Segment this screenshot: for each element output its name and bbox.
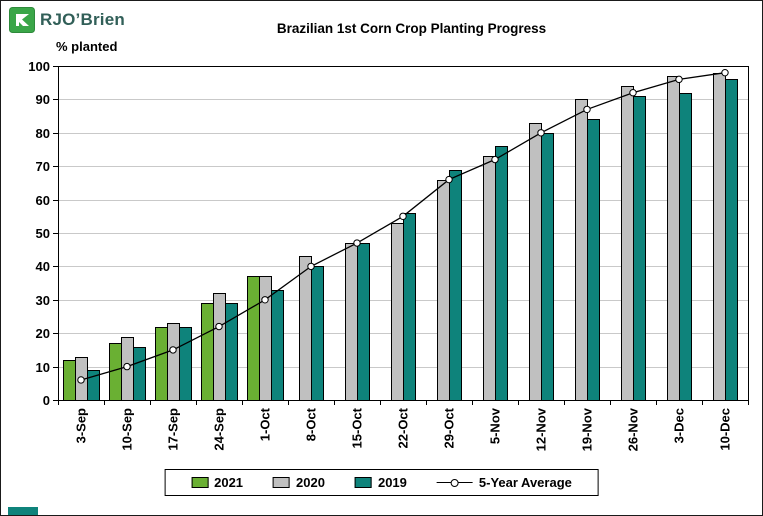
bar-2020 xyxy=(345,243,358,401)
bar-2021 xyxy=(201,303,214,401)
bar-2019 xyxy=(271,290,284,401)
rjo-brien-logo: RJO’Brien xyxy=(9,7,125,33)
average-line-marker xyxy=(261,296,269,304)
bar-2019 xyxy=(679,93,692,401)
y-tick-label: 0 xyxy=(43,393,50,408)
average-line-marker xyxy=(77,376,85,384)
bar-2020 xyxy=(437,180,450,401)
bar-2019 xyxy=(633,96,646,401)
bar-2021 xyxy=(109,343,122,401)
x-tick-label: 29-Oct xyxy=(442,407,457,448)
x-tick-label: 15-Oct xyxy=(350,407,365,448)
average-line-marker xyxy=(169,346,177,354)
x-tick-label: 17-Sep xyxy=(166,408,181,451)
bar-2020 xyxy=(529,123,542,401)
x-tick-label: 24-Sep xyxy=(212,408,227,451)
bar-2019 xyxy=(403,213,416,401)
bar-2019 xyxy=(311,266,324,401)
y-tick-label: 80 xyxy=(36,126,50,141)
rjo-brien-logo-icon xyxy=(9,7,35,33)
bar-2019 xyxy=(541,133,554,401)
bar-2021 xyxy=(155,327,168,401)
average-line-marker xyxy=(123,362,131,371)
legend-item-2020: 2020 xyxy=(273,475,325,490)
x-tick-label: 10-Sep xyxy=(120,408,135,451)
average-line-marker xyxy=(675,75,683,84)
x-tick-label: 19-Nov xyxy=(580,407,595,451)
legend: 2021 2020 2019 5-Year Average xyxy=(164,469,599,496)
legend-swatch xyxy=(273,477,291,488)
legend-swatch xyxy=(354,477,372,488)
bar-2019 xyxy=(357,243,370,401)
bar-2020 xyxy=(575,99,588,401)
y-tick-label: 30 xyxy=(36,293,50,308)
bar-2020 xyxy=(391,223,404,401)
y-tick-label: 20 xyxy=(36,326,50,341)
average-line-marker xyxy=(491,155,499,164)
legend-line-marker xyxy=(436,478,473,488)
y-axis-label: % planted xyxy=(56,39,118,54)
x-tick-label: 12-Nov xyxy=(534,407,549,451)
legend-marker-dot xyxy=(450,478,459,487)
legend-item-5-year-average: 5-Year Average xyxy=(436,475,572,490)
bar-2019 xyxy=(725,79,738,401)
bar-2021 xyxy=(247,276,260,401)
footer-accent-bar xyxy=(8,507,38,515)
bar-2020 xyxy=(621,86,634,401)
bar-2020 xyxy=(167,323,180,401)
bar-2020 xyxy=(299,256,312,401)
bar-2019 xyxy=(133,347,146,401)
legend-label: 5-Year Average xyxy=(478,475,572,490)
bar-2019 xyxy=(179,327,192,401)
x-tick-label: 3-Sep xyxy=(74,408,89,443)
y-tick-label: 50 xyxy=(36,226,50,241)
legend-label: 2020 xyxy=(296,475,325,490)
bar-2020 xyxy=(213,293,226,401)
average-line-marker xyxy=(399,212,407,221)
legend-item-2019: 2019 xyxy=(354,475,407,490)
bar-2020 xyxy=(667,76,680,401)
bar-2020 xyxy=(483,156,496,401)
y-tick-label: 70 xyxy=(36,159,50,174)
bar-2020 xyxy=(713,73,726,401)
x-tick-label: 1-Oct xyxy=(258,407,273,441)
x-tick-label: 10-Dec xyxy=(718,408,733,451)
y-tick-label: 90 xyxy=(36,92,50,107)
x-tick-label: 22-Oct xyxy=(396,407,411,448)
average-line-marker xyxy=(353,239,361,247)
bar-2021 xyxy=(63,360,76,401)
bar-2019 xyxy=(449,170,462,401)
x-tick-label: 3-Dec xyxy=(672,408,687,443)
chart-title: Brazilian 1st Corn Crop Planting Progres… xyxy=(276,21,547,36)
average-line-marker xyxy=(721,68,729,77)
legend-item-2021: 2021 xyxy=(191,475,243,490)
average-line-marker xyxy=(629,89,637,97)
legend-swatch xyxy=(191,477,209,488)
y-tick-label: 10 xyxy=(36,360,50,375)
average-line-marker xyxy=(215,322,223,331)
average-line-marker xyxy=(537,129,545,137)
x-tick-label: 26-Nov xyxy=(626,407,641,451)
y-tick-label: 100 xyxy=(28,59,50,74)
legend-label: 2019 xyxy=(377,475,407,490)
logo-text: RJO’Brien xyxy=(40,10,125,29)
y-tick-label: 40 xyxy=(36,259,50,274)
average-line-marker xyxy=(307,262,315,271)
average-line-marker xyxy=(583,105,591,114)
bar-2019 xyxy=(225,303,238,401)
plot-border xyxy=(58,66,749,401)
average-line-marker xyxy=(445,175,453,184)
bar-2019 xyxy=(495,146,508,401)
x-tick-label: 8-Oct xyxy=(304,407,319,441)
y-tick-label: 60 xyxy=(36,193,50,208)
legend-label: 2021 xyxy=(214,475,244,490)
bar-2020 xyxy=(259,276,272,401)
x-tick-label: 5-Nov xyxy=(488,407,503,444)
bar-2019 xyxy=(587,119,600,401)
